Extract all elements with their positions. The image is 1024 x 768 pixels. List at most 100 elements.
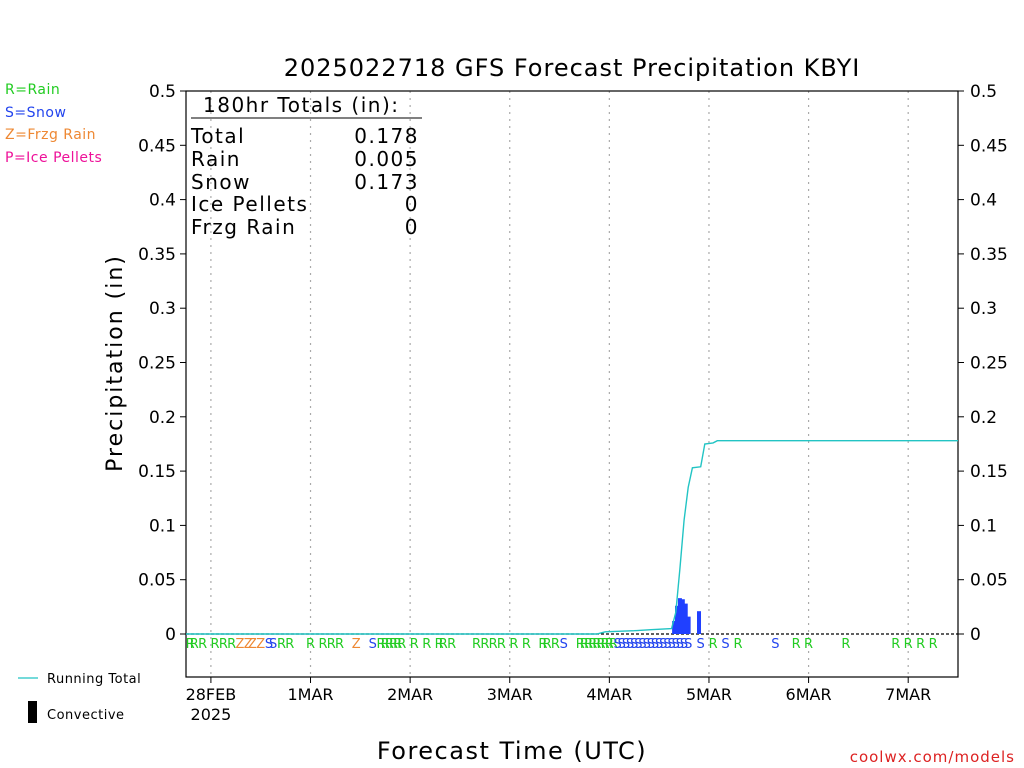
- precip-type-marker: S: [655, 637, 663, 652]
- precip-type-marker: R: [804, 637, 813, 652]
- precip-type-marker: S: [676, 637, 684, 652]
- convective-bar-3: [680, 599, 685, 634]
- precip-type-marker: S: [663, 637, 671, 652]
- totals-value-rain: 0.005: [354, 147, 419, 171]
- precip-type-marker: R: [422, 637, 431, 652]
- precip-type-marker: S: [269, 637, 277, 652]
- x-tick-sublabel: 2025: [191, 705, 232, 724]
- y-tick-label-left: 0.4: [149, 191, 176, 211]
- y-tick-label-left: 0: [165, 625, 176, 645]
- precip-type-marker: R: [588, 637, 597, 652]
- totals-header: 180hr Totals (in):: [203, 93, 400, 117]
- precip-type-marker: S: [771, 637, 779, 652]
- precip-type-marker: R: [929, 637, 938, 652]
- precip-type-marker: R: [522, 637, 531, 652]
- convective-bar-6: [697, 611, 702, 634]
- plot-frame: [185, 90, 959, 678]
- precip-type-marker: S: [680, 637, 688, 652]
- precip-type-marker: R: [198, 637, 207, 652]
- precip-type-marker: R: [335, 637, 344, 652]
- totals-label-rain: Rain: [191, 147, 241, 171]
- y-tick-label-right: 0.5: [970, 82, 997, 102]
- running-total-series: [186, 440, 958, 635]
- precip-type-marker: S: [626, 637, 634, 652]
- precip-type-marker: R: [186, 637, 195, 652]
- convective-bar-1: [675, 605, 680, 634]
- x-tick-label: 6MAR: [786, 685, 832, 704]
- x-tick-label: 4MAR: [586, 685, 632, 704]
- precip-type-marker: R: [733, 637, 742, 652]
- precip-type-marker: R: [190, 637, 199, 652]
- precip-type-marker: R: [318, 637, 327, 652]
- precip-type-marker: R: [597, 637, 606, 652]
- convective-bar-5: [686, 616, 691, 634]
- precip-type-marker: R: [601, 637, 610, 652]
- convective-legend-swatch: [28, 701, 37, 723]
- convective-bar-2: [677, 598, 682, 634]
- precip-type-marker: R: [227, 637, 236, 652]
- precip-type-marker: S: [672, 637, 680, 652]
- y-tick-label-right: 0.4: [970, 191, 997, 211]
- y-tick-label-right: 0.05: [970, 571, 1008, 591]
- y-tick-label-right: 0.35: [970, 245, 1008, 265]
- precip-type-marker: R: [609, 637, 618, 652]
- totals-label-frzg-rain: Frzg Rain: [191, 215, 296, 239]
- precip-type-marker: R: [389, 637, 398, 652]
- precip-type-marker: R: [891, 637, 900, 652]
- precip-type-marker: S: [643, 637, 651, 652]
- running-total-legend-label: Running Total: [47, 672, 141, 687]
- precip-type-marker: S: [618, 637, 626, 652]
- precip-type-marker: R: [381, 637, 390, 652]
- precip-type-marker: S: [667, 637, 675, 652]
- precip-type-marker: R: [592, 637, 601, 652]
- y-tick-label-right: 0: [970, 625, 981, 645]
- precip-type-marker: R: [509, 637, 518, 652]
- precip-type-marker: S: [369, 637, 377, 652]
- convective-bars: [672, 598, 702, 634]
- precip-type-marker: R: [605, 637, 614, 652]
- precip-type-marker: Z: [352, 637, 361, 652]
- precip-type-marker: R: [447, 637, 456, 652]
- precip-type-marker: R: [792, 637, 801, 652]
- precip-type-marker: R: [393, 637, 402, 652]
- precip-type-marker: R: [435, 637, 444, 652]
- precip-type-marker: R: [327, 637, 336, 652]
- y-tick-label-left: 0.2: [149, 408, 176, 428]
- y-tick-label-right: 0.3: [970, 299, 997, 319]
- precip-type-marker: S: [560, 637, 568, 652]
- y-axis-ticks: 0 00.05 0.050.1 0.10.15 0.150.2 0.20.25 0.250.…: [138, 82, 1008, 645]
- y-tick-label-left: 0.45: [138, 136, 176, 156]
- y-tick-label-left: 0.1: [149, 516, 176, 536]
- precip-type-marker: R: [480, 637, 489, 652]
- precip-type-marker: R: [497, 637, 506, 652]
- precip-type-marker: R: [219, 637, 228, 652]
- precip-type-marker: R: [580, 637, 589, 652]
- precip-type-marker: Z: [244, 637, 253, 652]
- precip-type-marker: R: [472, 637, 481, 652]
- precip-type-marker: Z: [236, 637, 245, 652]
- precip-type-marker: R: [410, 637, 419, 652]
- axes: [185, 90, 959, 678]
- precip-type-marker: R: [385, 637, 394, 652]
- legend-frzg-rain: Z=Frzg Rain: [5, 127, 97, 143]
- precip-type-marker: S: [630, 637, 638, 652]
- legend-snow: S=Snow: [5, 105, 67, 121]
- y-tick-label-right: 0.15: [970, 462, 1008, 482]
- totals-value-snow: 0.173: [354, 170, 419, 194]
- y-tick-label-left: 0.5: [149, 82, 176, 102]
- convective-legend-label: Convective: [47, 708, 125, 723]
- totals-value-ice-pellets: 0: [405, 192, 419, 216]
- precip-type-marker: S: [721, 637, 729, 652]
- bottom-legend: Running Total Convective: [18, 672, 141, 723]
- x-axis-label: Forecast Time (UTC): [377, 737, 647, 765]
- y-axis-label: Precipitation (in): [103, 254, 128, 472]
- x-tick-label: 7MAR: [885, 685, 931, 704]
- totals-box: 180hr Totals (in): Total 0.178 Rain 0.00…: [190, 93, 422, 239]
- totals-value-frzg-rain: 0: [405, 215, 419, 239]
- convective-bar-0: [672, 620, 677, 634]
- precip-type-marker: S: [265, 637, 273, 652]
- y-tick-label-left: 0.35: [138, 245, 176, 265]
